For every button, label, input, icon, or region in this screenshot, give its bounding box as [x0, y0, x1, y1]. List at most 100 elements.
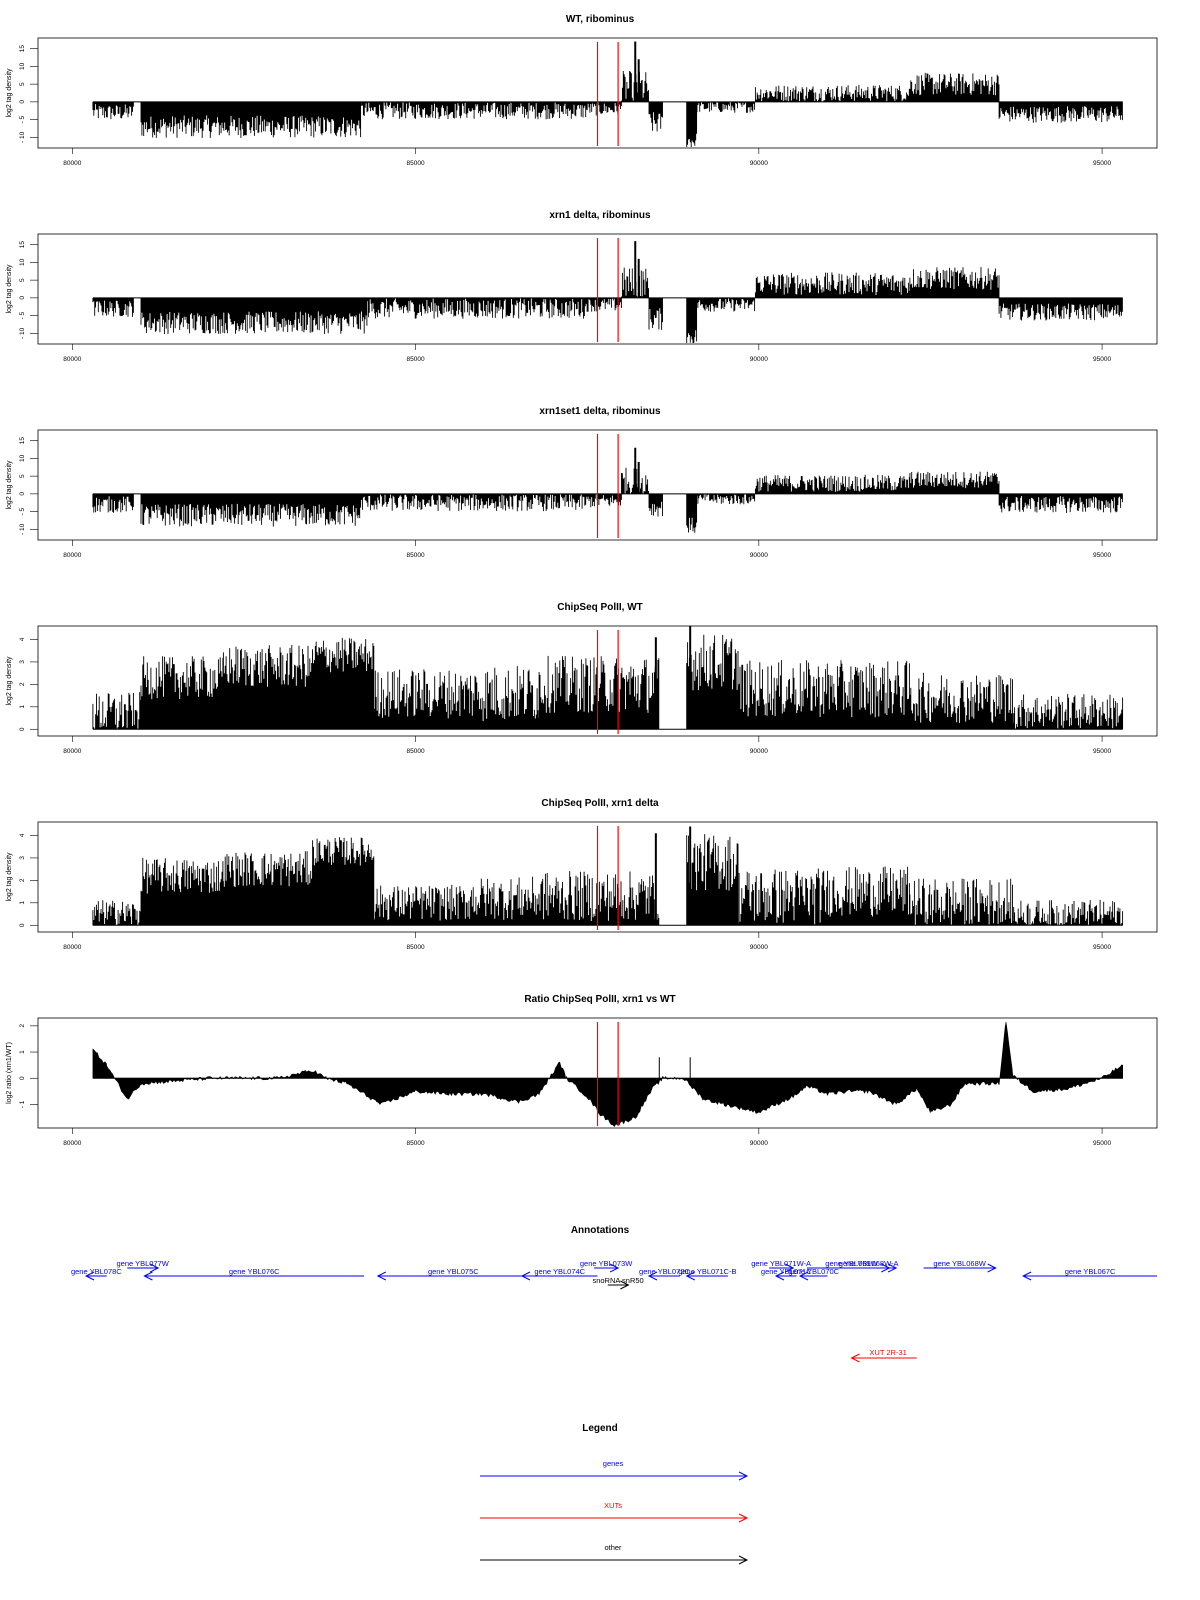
x-tick-label: 85000 — [407, 1140, 425, 1147]
arrow-head — [774, 1271, 785, 1281]
chart-panel-5: ChipSeq PolII, xrn1 delta log2 tag densit… — [6, 798, 1158, 951]
ratio-area — [92, 1021, 1123, 1128]
data-layer — [92, 826, 1124, 926]
x-tick-label: 80000 — [63, 944, 81, 951]
gene-arrow: gene YBL071C-B — [678, 1267, 736, 1281]
y-tick-label: - 5 — [19, 507, 26, 515]
legend-item-label: other — [604, 1543, 622, 1552]
data-layer — [92, 447, 1123, 533]
bar-series — [92, 71, 1123, 147]
gene-arrow: gene YBL067C — [1022, 1267, 1157, 1281]
arrow-head — [881, 1263, 891, 1273]
chart-panel-1: WT, ribominus log2 tag density - 10 - 5 0 5 10… — [6, 14, 1158, 167]
bar-series — [92, 634, 1124, 730]
arrow-head — [798, 1271, 809, 1281]
gene-label: gene YBL073W — [580, 1259, 633, 1268]
data-layer — [92, 241, 1123, 343]
x-tick-label: 90000 — [750, 748, 768, 755]
gene-label: gene YBL072C — [639, 1267, 690, 1276]
y-tick-label: 1 — [19, 901, 26, 905]
x-tick-label: 85000 — [407, 748, 425, 755]
gene-arrow: gene YBL075C — [376, 1267, 529, 1281]
y-tick-label: 2 — [19, 682, 26, 686]
arrow-head — [887, 1263, 898, 1273]
xut-arrow: XUT 2R-31 — [850, 1348, 917, 1363]
x-tick-label: 90000 — [750, 1140, 768, 1147]
gene-label: gene YBL071W-A — [751, 1259, 811, 1268]
y-tick-label: 5 — [19, 278, 26, 282]
y-tick-label: 0 — [19, 492, 26, 496]
arrow-head — [143, 1271, 153, 1281]
x-tick-label: 95000 — [1093, 160, 1111, 167]
other-feature-label: snoRNA snR50 — [592, 1276, 643, 1285]
gene-arrow: gene YBL071C — [761, 1267, 812, 1281]
y-tick-label: 1 — [19, 705, 26, 709]
arrow-head — [1022, 1271, 1032, 1281]
y-tick-label: 0 — [19, 296, 26, 300]
arrow-head — [685, 1271, 695, 1281]
x-tick-label: 95000 — [1093, 356, 1111, 363]
legend-item: genes — [480, 1459, 749, 1481]
y-axis-label: log2 tag density — [6, 264, 13, 314]
gene-label: gene YBL070C — [788, 1267, 839, 1276]
gene-label: gene YBL075C — [428, 1267, 479, 1276]
gene-arrow: gene YBL071W-A — [751, 1259, 811, 1273]
plot-frame — [37, 429, 1158, 541]
plot-frame — [37, 233, 1158, 345]
data-layer — [92, 41, 1123, 147]
chart-panel-6: Ratio ChipSeq PolII, xrn1 vs WT log2 rati… — [6, 994, 1158, 1147]
gene-label: gene YBL071C-B — [678, 1267, 736, 1276]
x-tick-label: 85000 — [407, 356, 425, 363]
x-tick-label: 90000 — [750, 356, 768, 363]
gene-arrow: gene YBL072C — [639, 1267, 690, 1281]
y-tick-label: 15 — [19, 241, 26, 249]
y-tick-label: - 5 — [19, 311, 26, 319]
other-feature-arrow: snoRNA snR50 — [592, 1276, 644, 1290]
y-tick-label: 2 — [19, 878, 26, 882]
bar-series — [92, 834, 1124, 926]
y-tick-label: 10 — [19, 454, 26, 462]
gene-arrow: gene YBL078C — [71, 1267, 122, 1281]
y-tick-label: - 10 — [19, 327, 26, 339]
y-tick-label: 0 — [19, 727, 26, 731]
chart-panel-2: xrn1 delta, ribominus log2 tag density - 1… — [6, 210, 1158, 363]
x-tick-label: 85000 — [407, 944, 425, 951]
plot-frame — [37, 1017, 1158, 1129]
y-axis-label: log2 ratio (xrn1/WT) — [6, 1042, 13, 1104]
y-tick-label: 1 — [19, 1050, 26, 1054]
y-tick-label: 3 — [19, 856, 26, 860]
y-axis-label: log2 tag density — [6, 460, 13, 510]
gene-arrow: gene YBL074C — [520, 1267, 598, 1281]
chart-title: Ratio ChipSeq PolII, xrn1 vs WT — [524, 994, 675, 1005]
arrow-head — [620, 1280, 630, 1290]
gene-arrow: gene YBL068W-A — [839, 1259, 899, 1273]
legend-item-label: XUTs — [604, 1501, 622, 1510]
gene-label: gene YBL067C — [1065, 1267, 1116, 1276]
x-tick-label: 95000 — [1093, 1140, 1111, 1147]
plot-frame — [37, 625, 1158, 737]
gene-label: gene YBL071C — [761, 1267, 812, 1276]
arrow-head — [520, 1271, 531, 1281]
arrow-head — [738, 1471, 749, 1481]
legend-item: XUTs — [480, 1501, 749, 1523]
x-tick-label: 90000 — [750, 552, 768, 559]
y-tick-label: 4 — [19, 637, 26, 641]
x-tick-label: 95000 — [1093, 944, 1111, 951]
arrow-head — [784, 1263, 795, 1273]
y-tick-label: 0 — [19, 1076, 26, 1080]
chart-title: xrn1 delta, ribominus — [549, 210, 651, 221]
gene-label: gene YBL068W-A — [839, 1259, 899, 1268]
y-axis-label: log2 tag density — [6, 68, 13, 118]
x-tick-label: 80000 — [63, 356, 81, 363]
y-tick-label: - 10 — [19, 131, 26, 143]
gene-label: gene YBL076C — [229, 1267, 280, 1276]
x-tick-label: 80000 — [63, 160, 81, 167]
plot-frame — [37, 37, 1158, 149]
arrow-head — [647, 1271, 658, 1281]
y-tick-label: 10 — [19, 62, 26, 70]
y-tick-label: 15 — [19, 45, 26, 53]
gene-label: gene YBL078C — [71, 1267, 122, 1276]
bar-series — [92, 467, 1123, 533]
legend-item-label: genes — [603, 1459, 624, 1468]
